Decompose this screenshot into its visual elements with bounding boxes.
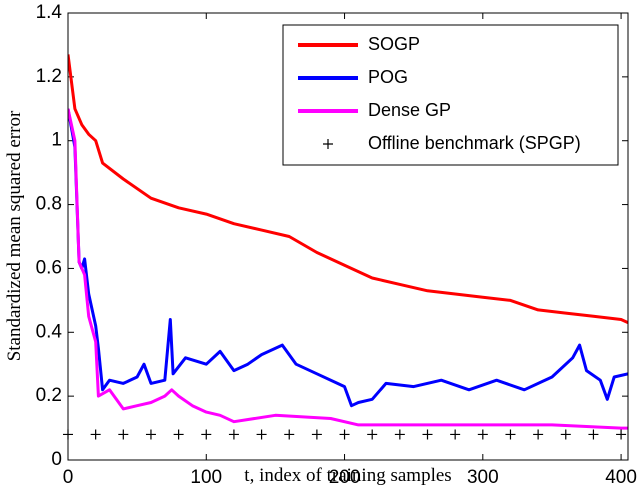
- marker: [228, 429, 239, 440]
- y-tick-label: 1: [51, 130, 62, 151]
- marker: [90, 429, 101, 440]
- y-tick-label: 0.6: [36, 257, 62, 278]
- marker: [145, 429, 156, 440]
- x-tick-label: 100: [190, 467, 222, 487]
- x-tick-label: 200: [329, 467, 361, 487]
- marker: [533, 429, 544, 440]
- marker: [311, 429, 322, 440]
- legend-label: Offline benchmark (SPGP): [368, 133, 581, 153]
- marker: [173, 429, 184, 440]
- series-line: [68, 108, 628, 408]
- marker: [201, 429, 212, 440]
- series-line: [68, 108, 628, 430]
- marker: [284, 429, 295, 440]
- x-axis-label: t, index of training samples: [244, 465, 451, 486]
- x-tick-label: 0: [63, 467, 74, 487]
- marker: [339, 429, 350, 440]
- marker: [118, 429, 129, 440]
- y-axis-label: Standardized mean squared error: [4, 110, 25, 361]
- marker: [560, 429, 571, 440]
- y-tick-label: 1.4: [36, 2, 63, 23]
- y-tick-label: 0: [51, 449, 62, 470]
- plot-frame: [67, 12, 629, 461]
- y-tick-label: 0.8: [36, 194, 62, 215]
- y-tick-label: 0.2: [36, 385, 62, 406]
- marker: [616, 429, 627, 440]
- marker: [422, 429, 433, 440]
- legend-box: [282, 24, 619, 166]
- x-tick-label: 300: [467, 467, 499, 487]
- x-tick-label: 400: [605, 467, 637, 487]
- y-tick-label: 0.4: [36, 321, 63, 342]
- marker: [367, 429, 378, 440]
- marker: [450, 429, 461, 440]
- marker: [588, 429, 599, 440]
- legend-label: Dense GP: [368, 100, 451, 120]
- series-line: [68, 54, 628, 325]
- y-tick-label: 1.2: [36, 66, 62, 87]
- marker: [394, 429, 405, 440]
- legend-label: SOGP: [368, 34, 420, 54]
- legend-label: POG: [368, 67, 408, 87]
- marker: [505, 429, 516, 440]
- marker: [256, 429, 267, 440]
- marker: [477, 429, 488, 440]
- marker: [323, 139, 333, 149]
